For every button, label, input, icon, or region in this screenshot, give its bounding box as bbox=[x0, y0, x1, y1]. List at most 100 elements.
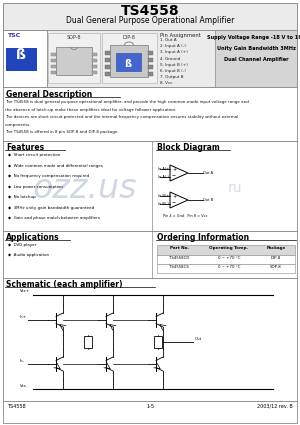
Text: Applications: Applications bbox=[6, 233, 60, 242]
Text: 2. Input A (-): 2. Input A (-) bbox=[160, 44, 186, 48]
Bar bbox=[92, 53, 97, 56]
Text: Features: Features bbox=[6, 143, 44, 152]
Bar bbox=[157, 245, 295, 255]
Bar bbox=[105, 65, 110, 69]
Text: Unity Gain Bandwidth 3MHz: Unity Gain Bandwidth 3MHz bbox=[217, 46, 296, 51]
Bar bbox=[92, 65, 97, 68]
Bar bbox=[3, 3, 297, 30]
Text: 7. Output B: 7. Output B bbox=[160, 75, 184, 79]
Bar bbox=[148, 65, 153, 69]
Text: Schematic (each amplifier): Schematic (each amplifier) bbox=[6, 280, 122, 289]
Text: ◆  Audio application: ◆ Audio application bbox=[8, 253, 49, 257]
Bar bbox=[215, 30, 297, 87]
Text: 1. Out A: 1. Out A bbox=[160, 38, 177, 42]
Text: Block Diagram: Block Diagram bbox=[157, 143, 220, 152]
Text: Pin 4 = Gnd   Pin 8 = Vcc: Pin 4 = Gnd Pin 8 = Vcc bbox=[163, 214, 208, 218]
Bar bbox=[148, 58, 153, 62]
Text: Operating Temp.: Operating Temp. bbox=[209, 246, 249, 250]
Text: 8. Vcc: 8. Vcc bbox=[160, 82, 172, 85]
Text: ◆  Wide common mode and differential ranges: ◆ Wide common mode and differential rang… bbox=[8, 164, 103, 167]
Bar bbox=[102, 33, 157, 83]
Text: In B(-): In B(-) bbox=[158, 202, 169, 206]
Text: TS4558CS: TS4558CS bbox=[169, 265, 189, 269]
Text: TS4558: TS4558 bbox=[7, 404, 26, 409]
Text: ru: ru bbox=[228, 181, 242, 195]
Text: ozz.us: ozz.us bbox=[33, 172, 137, 204]
Text: ◆  Short circuit protection: ◆ Short circuit protection bbox=[8, 153, 60, 157]
Bar bbox=[48, 33, 100, 83]
Bar bbox=[51, 65, 56, 68]
FancyBboxPatch shape bbox=[5, 48, 37, 71]
Text: Ordering Information: Ordering Information bbox=[157, 233, 249, 242]
Bar bbox=[148, 51, 153, 55]
Text: Vcc+: Vcc+ bbox=[20, 289, 30, 293]
Bar bbox=[148, 72, 153, 76]
Text: General Description: General Description bbox=[6, 90, 92, 99]
Text: TSC: TSC bbox=[7, 33, 20, 38]
Bar bbox=[3, 141, 297, 231]
Text: The TS4558 is dual general purpose operational amplifier, and provide the high c: The TS4558 is dual general purpose opera… bbox=[5, 100, 249, 104]
Text: Out A: Out A bbox=[203, 171, 213, 175]
Bar bbox=[110, 45, 148, 77]
Text: 0 ~ +70 °C: 0 ~ +70 °C bbox=[218, 256, 240, 260]
Text: The devices are short circuit protected and the internal frequency compensation : The devices are short circuit protected … bbox=[5, 115, 238, 119]
Text: 2003/12 rev. B: 2003/12 rev. B bbox=[257, 404, 293, 409]
Text: 6. Input B (-): 6. Input B (-) bbox=[160, 69, 186, 73]
Text: In-: In- bbox=[20, 359, 25, 363]
Text: In B(+): In B(+) bbox=[158, 194, 170, 198]
Text: ◆  No frequency compensation required: ◆ No frequency compensation required bbox=[8, 174, 89, 178]
Text: Supply Voltage Range -18 V to 18V: Supply Voltage Range -18 V to 18V bbox=[207, 35, 300, 40]
Text: TS4558: TS4558 bbox=[121, 4, 179, 18]
Text: 0 ~ +70 °C: 0 ~ +70 °C bbox=[218, 265, 240, 269]
Text: Part No.: Part No. bbox=[169, 246, 188, 250]
Text: ◆  DVD player: ◆ DVD player bbox=[8, 243, 36, 247]
Bar bbox=[154, 336, 162, 348]
Text: 5. Input B (+): 5. Input B (+) bbox=[160, 63, 188, 67]
Text: DIP-8: DIP-8 bbox=[271, 256, 281, 260]
Bar bbox=[56, 47, 92, 75]
Bar bbox=[92, 71, 97, 74]
Bar bbox=[51, 71, 56, 74]
Bar bbox=[105, 58, 110, 62]
Text: SOP-8: SOP-8 bbox=[270, 265, 282, 269]
Text: In A(+): In A(+) bbox=[158, 167, 170, 171]
Text: Dual Channel Amplifier: Dual Channel Amplifier bbox=[224, 57, 288, 62]
Bar bbox=[105, 51, 110, 55]
Text: The TS4558 is offered in 8 pin SOP-8 and DIP-8 package.: The TS4558 is offered in 8 pin SOP-8 and… bbox=[5, 130, 118, 134]
Text: ◆  No latchup: ◆ No latchup bbox=[8, 195, 36, 199]
Text: TS4558CD: TS4558CD bbox=[169, 256, 189, 260]
Text: ß: ß bbox=[16, 48, 26, 62]
Bar bbox=[105, 72, 110, 76]
Text: Vcc-: Vcc- bbox=[20, 384, 28, 388]
Text: 1-5: 1-5 bbox=[146, 404, 154, 409]
Text: −: − bbox=[172, 200, 176, 205]
Text: 4. Ground: 4. Ground bbox=[160, 57, 180, 61]
Bar bbox=[157, 264, 295, 273]
Bar bbox=[92, 59, 97, 62]
Text: Pin Assignment: Pin Assignment bbox=[160, 33, 201, 38]
Bar bbox=[3, 30, 47, 87]
Bar bbox=[51, 59, 56, 62]
Bar bbox=[3, 278, 297, 401]
Text: ◆  Low power consumption: ◆ Low power consumption bbox=[8, 184, 63, 189]
Text: +: + bbox=[172, 194, 176, 199]
Bar bbox=[116, 53, 141, 71]
Bar bbox=[3, 87, 297, 141]
Bar bbox=[51, 53, 56, 56]
Text: Dual General Purpose Operational Amplifier: Dual General Purpose Operational Amplifi… bbox=[66, 16, 234, 25]
Text: 3. Input A (+): 3. Input A (+) bbox=[160, 51, 188, 54]
Bar bbox=[3, 401, 297, 423]
Bar bbox=[84, 336, 92, 348]
Text: ß: ß bbox=[124, 59, 131, 69]
Text: ◆  Gain and phase match between amplifiers: ◆ Gain and phase match between amplifier… bbox=[8, 216, 100, 220]
Text: Out: Out bbox=[194, 337, 202, 341]
Bar bbox=[3, 231, 297, 278]
Bar bbox=[3, 3, 297, 87]
Polygon shape bbox=[170, 165, 188, 181]
Text: +: + bbox=[172, 167, 176, 172]
Text: −: − bbox=[172, 173, 176, 178]
Text: Out B: Out B bbox=[203, 198, 213, 202]
Text: In+: In+ bbox=[20, 315, 27, 319]
Text: components.: components. bbox=[5, 122, 32, 127]
Text: the absence of latch-up make these amplifiers ideal for voltage follower applica: the absence of latch-up make these ampli… bbox=[5, 108, 176, 111]
